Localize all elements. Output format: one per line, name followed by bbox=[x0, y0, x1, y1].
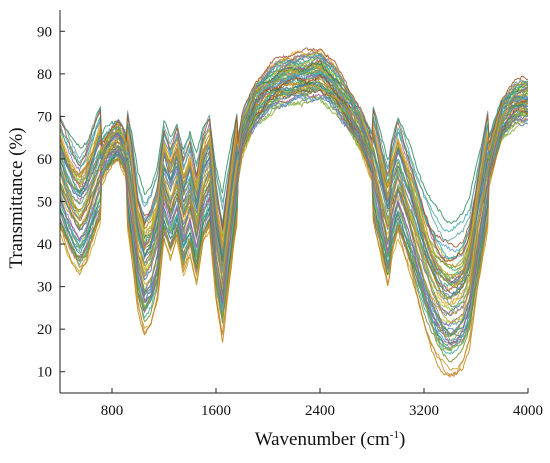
x-axis-ticks: 800 1600 2400 3200 4000 bbox=[101, 388, 543, 419]
spectrum-line bbox=[60, 62, 528, 225]
spectrum-line bbox=[60, 73, 528, 379]
x-axis-label: Wavenumber (cm-1) bbox=[255, 429, 406, 450]
y-tick-label: 40 bbox=[37, 237, 52, 253]
spectrum-line bbox=[60, 69, 528, 346]
spectrum-line bbox=[60, 55, 528, 281]
x-tick-label: 3200 bbox=[409, 403, 439, 419]
spectra-series-group bbox=[60, 47, 528, 379]
y-axis-ticks: 10 20 30 40 50 60 70 80 90 bbox=[37, 24, 65, 381]
spectrum-line bbox=[60, 54, 528, 242]
y-tick-label: 10 bbox=[37, 365, 52, 381]
y-tick-label: 30 bbox=[37, 280, 52, 296]
y-axis-label: Transmittance (%) bbox=[6, 127, 27, 268]
spectrum-line bbox=[60, 50, 528, 293]
x-tick-label: 4000 bbox=[513, 403, 543, 419]
x-tick-label: 1600 bbox=[201, 403, 231, 419]
y-tick-label: 80 bbox=[37, 67, 52, 83]
y-tick-label: 20 bbox=[37, 322, 52, 338]
y-tick-label: 90 bbox=[37, 24, 52, 40]
spectrum-line bbox=[60, 47, 528, 262]
spectrum-line bbox=[60, 51, 528, 300]
y-tick-label: 50 bbox=[37, 195, 52, 211]
spectrum-line bbox=[60, 66, 528, 337]
y-tick-label: 60 bbox=[37, 152, 52, 168]
y-tick-label: 70 bbox=[37, 109, 52, 125]
x-tick-label: 800 bbox=[101, 403, 124, 419]
x-tick-label: 2400 bbox=[305, 403, 335, 419]
